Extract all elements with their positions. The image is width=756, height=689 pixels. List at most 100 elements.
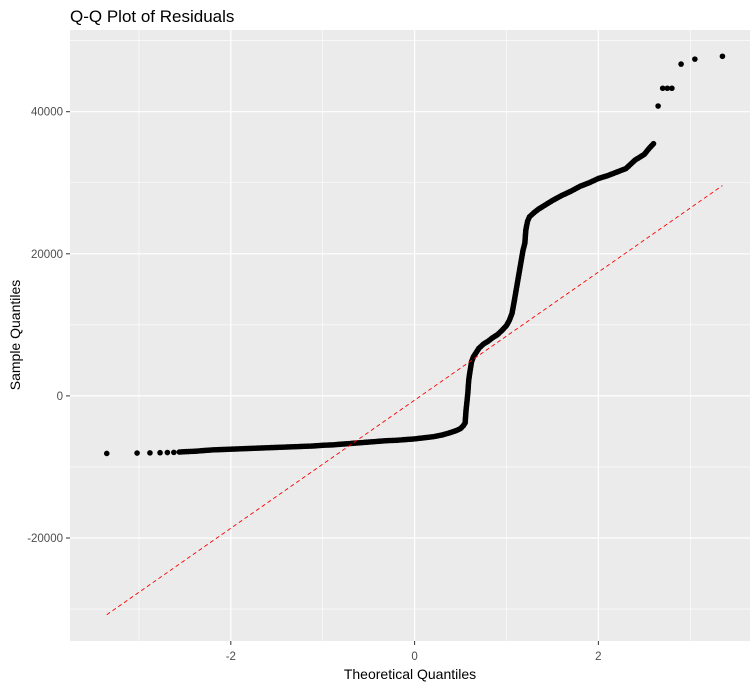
y-tick-label: 0 (57, 391, 63, 403)
x-axis-ticks: -2 0 2 (226, 641, 602, 663)
qq-point (511, 300, 517, 307)
qq-point (514, 279, 521, 286)
qq-point (503, 322, 510, 329)
qq-point (103, 450, 110, 457)
qq-point (292, 443, 298, 450)
qq-point (531, 209, 537, 216)
qq-point (485, 338, 491, 344)
qq-point (540, 203, 547, 209)
qq-point (595, 175, 602, 182)
qq-point (338, 441, 344, 448)
grid-major-lines (70, 30, 750, 641)
qq-point (476, 345, 482, 352)
qq-point (466, 370, 473, 376)
qq-point (669, 85, 675, 92)
qq-point (524, 218, 531, 224)
qq-point (464, 398, 470, 405)
qq-point (467, 364, 474, 371)
reference-line (106, 185, 723, 616)
qq-point (664, 85, 671, 92)
qq-point (655, 103, 661, 109)
x-tick-label: 2 (595, 651, 601, 663)
qq-point (164, 449, 171, 456)
qq-point (310, 443, 317, 449)
qq-point (465, 382, 472, 389)
qq-point (420, 435, 427, 441)
qq-point (468, 358, 475, 365)
qq-point (535, 206, 542, 212)
x-tick-label: -2 (226, 651, 236, 663)
qq-point (446, 430, 453, 436)
qq-point (255, 445, 262, 451)
qq-point (347, 440, 354, 447)
qq-point (526, 214, 533, 220)
qq-point (678, 61, 684, 67)
y-axis-ticks: -20000 0 20000 40000 (27, 107, 70, 545)
qq-point (545, 200, 551, 207)
qq-point (237, 446, 243, 452)
qq-point (411, 436, 418, 442)
qq-point (499, 327, 505, 334)
qq-point (494, 331, 501, 338)
qq-point (264, 444, 271, 451)
qq-point (692, 56, 698, 62)
qq-point (228, 446, 234, 452)
qq-point (577, 183, 583, 190)
qq-point (301, 443, 308, 450)
qq-point (613, 169, 620, 175)
qq-point (522, 227, 529, 234)
qq-point (473, 349, 479, 356)
qq-point (393, 437, 400, 444)
y-tick-label: 20000 (31, 249, 63, 261)
qq-point (283, 444, 289, 450)
qq-point (522, 240, 528, 246)
qq-point (509, 310, 515, 317)
qq-point (319, 442, 326, 449)
qq-point (157, 449, 163, 456)
qq-point (209, 447, 216, 453)
qq-point (659, 85, 666, 92)
qq-point (632, 157, 638, 163)
qq-point (623, 165, 629, 172)
qq-point (375, 438, 381, 445)
qq-point (191, 448, 197, 455)
qq-point (218, 446, 225, 453)
qq-point (171, 449, 177, 456)
qq-point (465, 389, 471, 396)
qq-point (568, 188, 574, 195)
qq-point (273, 444, 280, 451)
qq-point (506, 317, 513, 324)
plot-panel (70, 30, 750, 641)
qq-point (520, 247, 526, 254)
qq-point (650, 140, 657, 147)
grid-minor-lines (70, 30, 750, 641)
qq-point (182, 448, 188, 455)
qq-point (439, 432, 445, 438)
qq-point (462, 420, 468, 426)
qq-point (646, 145, 652, 152)
qq-point (356, 439, 363, 446)
qq-point (558, 192, 565, 199)
qq-point (463, 407, 469, 413)
qq-point (516, 268, 523, 275)
x-axis-title: Theoretical Quantiles (344, 666, 476, 682)
qq-point (329, 442, 335, 448)
qq-point (489, 334, 496, 341)
qq-point (430, 433, 436, 440)
qq-point (719, 53, 726, 60)
qq-point (518, 258, 524, 264)
y-axis-title: Sample Quantiles (7, 280, 23, 391)
qq-point (512, 290, 519, 296)
qq-point (466, 376, 472, 383)
qq-point (176, 449, 183, 455)
y-tick-label: 40000 (31, 107, 63, 119)
data-points (103, 53, 726, 457)
qq-point (604, 172, 611, 179)
y-tick-label: -20000 (27, 533, 63, 545)
qq-point (384, 437, 390, 444)
qq-point (523, 222, 530, 229)
qq-point (641, 151, 648, 158)
qq-point (365, 439, 372, 445)
qq-point (586, 179, 592, 186)
